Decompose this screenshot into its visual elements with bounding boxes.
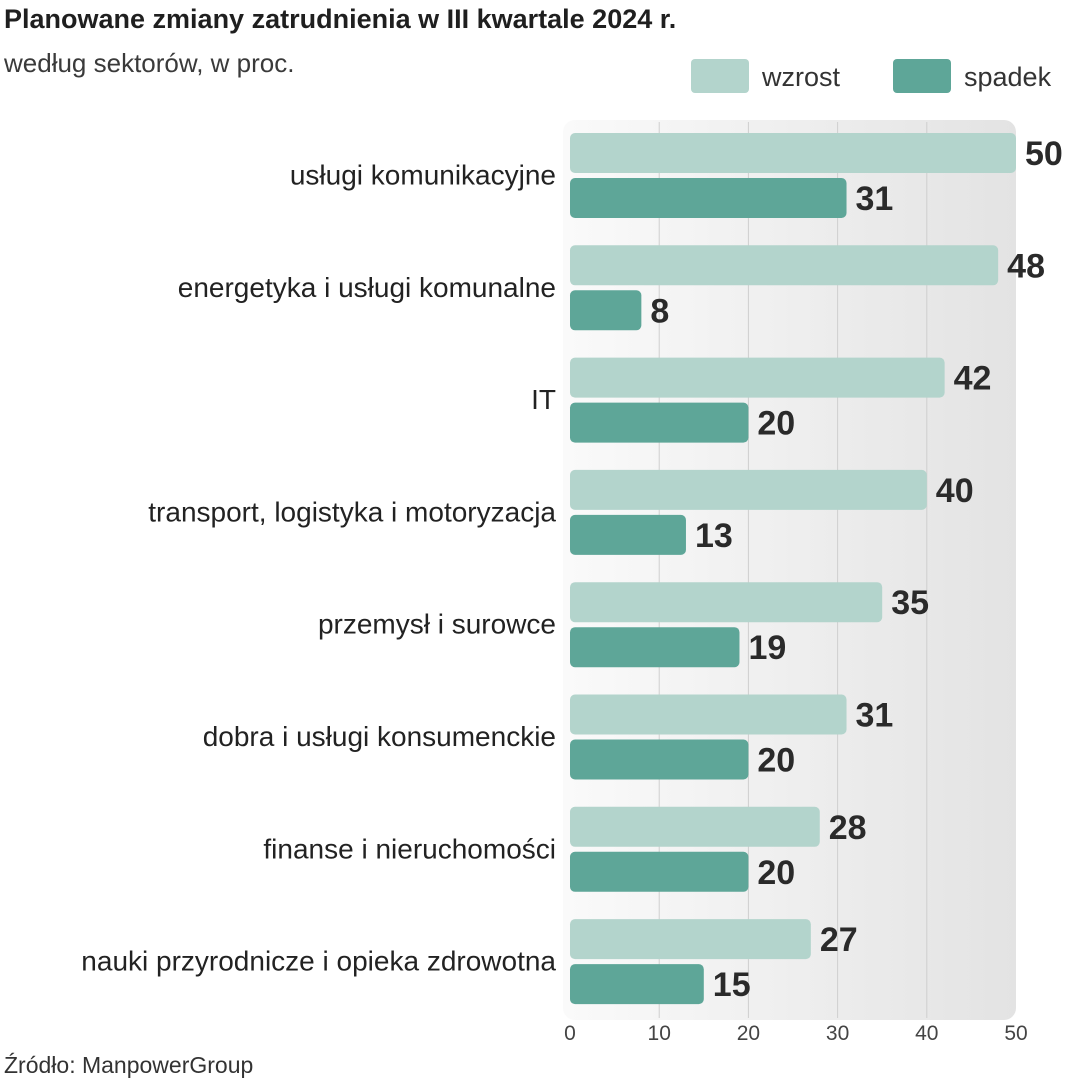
value-label-wzrost: 28 [829, 809, 867, 847]
bar-wzrost [570, 357, 945, 398]
value-label-wzrost: 27 [820, 921, 858, 959]
bar-wzrost [570, 133, 1016, 173]
value-label-spadek: 8 [650, 292, 669, 330]
value-label-spadek: 19 [748, 629, 786, 667]
category-label: usługi komunikacyjne [290, 160, 556, 191]
legend-label-spadek: spadek [964, 62, 1052, 92]
plot-background [563, 120, 1016, 1020]
bar-spadek [570, 178, 847, 218]
category-label: przemysł i surowce [318, 609, 556, 640]
value-label-wzrost: 48 [1007, 247, 1045, 285]
legend: wzrost spadek [691, 59, 1052, 93]
category-label: finanse i nieruchomości [263, 833, 556, 864]
value-label-spadek: 15 [713, 966, 751, 1004]
bar-wzrost [570, 245, 999, 286]
source-note: Źródło: ManpowerGroup [4, 1052, 253, 1078]
value-label-wzrost: 50 [1025, 135, 1063, 173]
category-label: energetyka i usługi komunalne [178, 272, 556, 303]
value-label-spadek: 20 [757, 742, 795, 780]
category-labels: usługi komunikacyjne energetyka i usługi … [81, 160, 556, 977]
value-label-wzrost: 31 [856, 697, 894, 735]
bar-spadek [570, 627, 740, 668]
x-tick-label: 50 [1004, 1022, 1027, 1045]
value-label-spadek: 20 [757, 854, 795, 892]
value-label-wzrost: 40 [936, 472, 974, 510]
bar-spadek [570, 290, 642, 331]
bar-spadek [570, 851, 749, 892]
category-label: IT [531, 384, 556, 415]
category-label: transport, logistyka i motoryzacja [148, 496, 556, 527]
bar-wzrost [570, 469, 927, 510]
category-label: dobra i usługi konsumenckie [203, 721, 556, 752]
bar-wzrost [570, 694, 847, 735]
legend-swatch-spadek [893, 59, 951, 93]
legend-label-wzrost: wzrost [761, 62, 841, 92]
x-tick-label: 30 [826, 1022, 849, 1045]
value-label-wzrost: 42 [954, 360, 992, 398]
bar-spadek [570, 739, 749, 780]
value-label-spadek: 13 [695, 517, 733, 555]
x-tick-label: 10 [648, 1022, 671, 1045]
value-label-wzrost: 35 [891, 584, 929, 622]
bar-wzrost [570, 582, 883, 623]
bar-spadek [570, 402, 749, 443]
value-label-spadek: 31 [856, 180, 894, 218]
category-label: nauki przyrodnicze i opieka zdrowotna [81, 946, 556, 977]
bars [570, 133, 1016, 1005]
bar-wzrost [570, 806, 820, 847]
x-axis-ticks: 0 10 20 30 40 50 [564, 1022, 1028, 1045]
value-label-spadek: 20 [757, 405, 795, 443]
chart-title: Planowane zmiany zatrudnienia w III kwar… [4, 4, 676, 34]
x-tick-label: 20 [737, 1022, 760, 1045]
chart-subtitle: według sektorów, w proc. [3, 48, 294, 78]
bar-spadek [570, 964, 704, 1005]
bar-spadek [570, 514, 686, 555]
x-tick-label: 0 [564, 1022, 576, 1045]
bar-wzrost [570, 919, 811, 960]
x-tick-label: 40 [915, 1022, 938, 1045]
legend-swatch-wzrost [691, 59, 749, 93]
value-labels: 50 31 48 8 42 20 40 13 35 19 31 20 28 20 27 15 [650, 135, 1062, 1004]
